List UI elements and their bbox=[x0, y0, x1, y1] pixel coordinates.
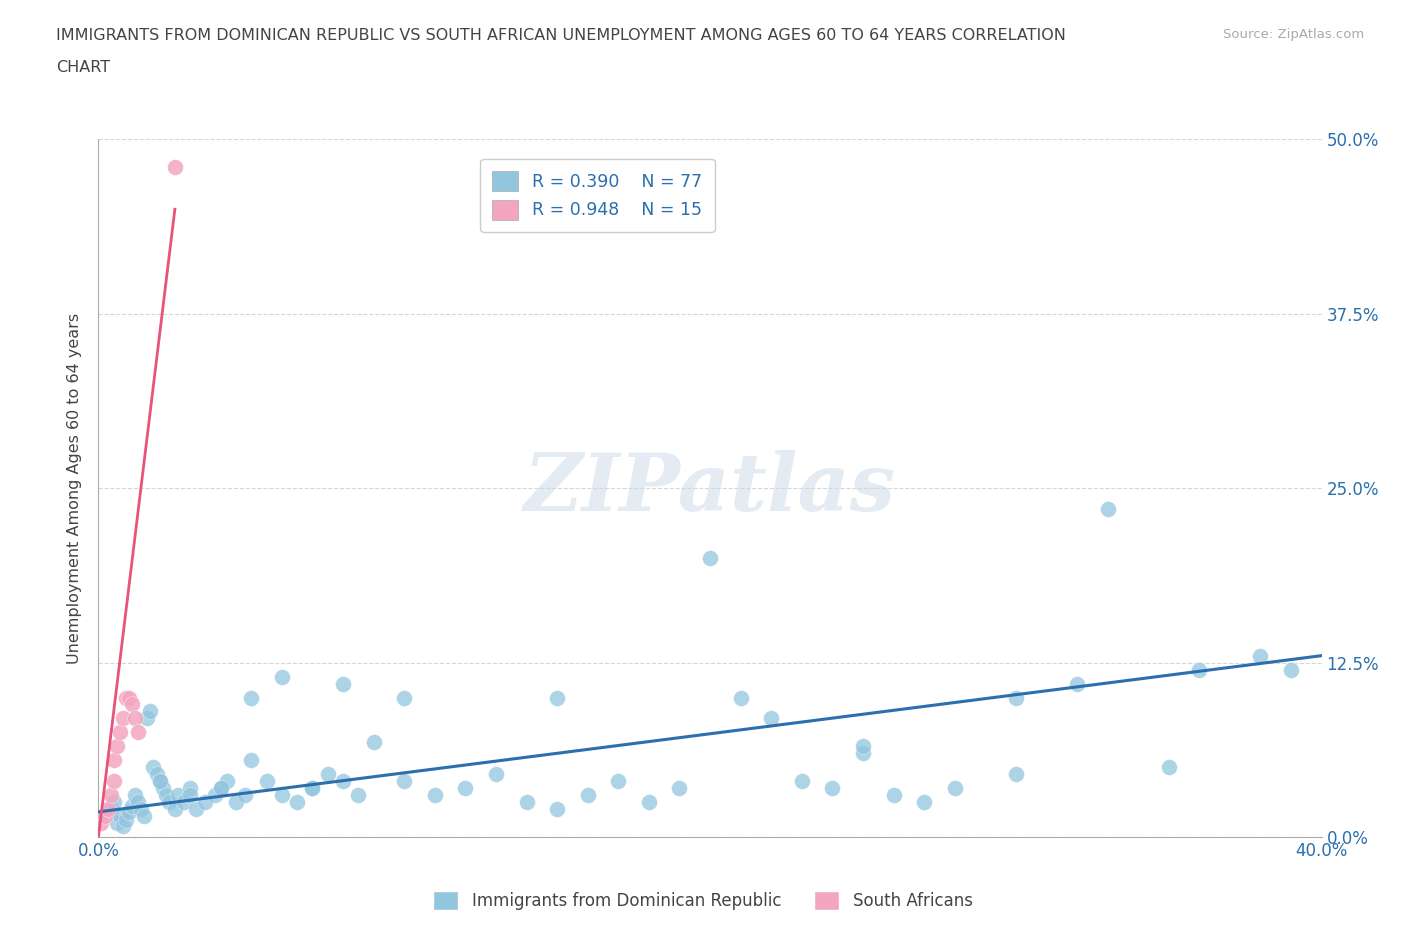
Point bbox=[1004, 690, 1026, 705]
Point bbox=[516, 794, 538, 809]
Point bbox=[852, 746, 875, 761]
Point bbox=[163, 802, 186, 817]
Point bbox=[111, 818, 134, 833]
Point bbox=[821, 781, 844, 796]
Point bbox=[179, 781, 201, 796]
Point bbox=[1279, 662, 1302, 677]
Point bbox=[167, 788, 190, 803]
Point bbox=[194, 794, 217, 809]
Point bbox=[90, 816, 112, 830]
Point bbox=[157, 794, 180, 809]
Point bbox=[127, 794, 149, 809]
Point bbox=[285, 794, 308, 809]
Point bbox=[347, 788, 370, 803]
Point bbox=[316, 766, 339, 781]
Point bbox=[103, 753, 125, 768]
Point bbox=[105, 738, 128, 753]
Point bbox=[163, 160, 186, 175]
Point bbox=[179, 788, 201, 803]
Point bbox=[142, 760, 165, 775]
Point bbox=[423, 788, 446, 803]
Point bbox=[363, 735, 385, 750]
Point bbox=[155, 788, 177, 803]
Point bbox=[699, 551, 721, 565]
Point bbox=[546, 690, 568, 705]
Point bbox=[100, 802, 122, 817]
Point bbox=[607, 774, 630, 789]
Point bbox=[576, 788, 599, 803]
Point bbox=[204, 788, 226, 803]
Point bbox=[108, 809, 131, 824]
Point bbox=[912, 794, 935, 809]
Point bbox=[1066, 676, 1088, 691]
Point bbox=[136, 711, 159, 725]
Point bbox=[215, 774, 238, 789]
Point bbox=[186, 802, 208, 817]
Point bbox=[1004, 766, 1026, 781]
Point bbox=[111, 711, 134, 725]
Point bbox=[152, 781, 174, 796]
Point bbox=[115, 813, 138, 828]
Point bbox=[103, 774, 125, 789]
Point bbox=[301, 781, 323, 796]
Point bbox=[105, 816, 128, 830]
Point bbox=[173, 794, 195, 809]
Point bbox=[301, 781, 323, 796]
Point bbox=[392, 774, 416, 789]
Point bbox=[240, 753, 263, 768]
Point bbox=[270, 670, 292, 684]
Point bbox=[454, 781, 477, 796]
Point bbox=[637, 794, 661, 809]
Point bbox=[100, 788, 122, 803]
Point bbox=[668, 781, 690, 796]
Point bbox=[209, 781, 232, 796]
Point bbox=[108, 725, 131, 740]
Point bbox=[134, 809, 156, 824]
Point bbox=[121, 799, 143, 814]
Point bbox=[730, 690, 752, 705]
Text: ZIPatlas: ZIPatlas bbox=[524, 449, 896, 527]
Point bbox=[129, 802, 152, 817]
Point bbox=[209, 781, 232, 796]
Point bbox=[124, 711, 146, 725]
Point bbox=[1097, 502, 1119, 517]
Point bbox=[240, 690, 263, 705]
Point bbox=[121, 698, 143, 712]
Point bbox=[127, 725, 149, 740]
Point bbox=[546, 802, 568, 817]
Point bbox=[270, 788, 292, 803]
Y-axis label: Unemployment Among Ages 60 to 64 years: Unemployment Among Ages 60 to 64 years bbox=[67, 312, 83, 664]
Point bbox=[852, 738, 875, 753]
Point bbox=[145, 766, 167, 781]
Point bbox=[332, 774, 354, 789]
Point bbox=[392, 690, 416, 705]
Point bbox=[103, 794, 125, 809]
Point bbox=[149, 774, 172, 789]
Point bbox=[118, 690, 141, 705]
Point bbox=[97, 802, 120, 817]
Text: CHART: CHART bbox=[56, 60, 110, 75]
Point bbox=[118, 804, 141, 819]
Point bbox=[233, 788, 256, 803]
Point bbox=[256, 774, 278, 789]
Point bbox=[1188, 662, 1211, 677]
Point bbox=[1157, 760, 1180, 775]
Point bbox=[225, 794, 247, 809]
Point bbox=[332, 676, 354, 691]
Legend: Immigrants from Dominican Republic, South Africans: Immigrants from Dominican Republic, Sout… bbox=[426, 884, 980, 917]
Point bbox=[93, 809, 115, 824]
Point bbox=[943, 781, 966, 796]
Point bbox=[124, 788, 146, 803]
Point bbox=[139, 704, 162, 719]
Point bbox=[759, 711, 782, 725]
Text: Source: ZipAtlas.com: Source: ZipAtlas.com bbox=[1223, 28, 1364, 41]
Point bbox=[485, 766, 508, 781]
Point bbox=[883, 788, 905, 803]
Point bbox=[790, 774, 813, 789]
Text: IMMIGRANTS FROM DOMINICAN REPUBLIC VS SOUTH AFRICAN UNEMPLOYMENT AMONG AGES 60 T: IMMIGRANTS FROM DOMINICAN REPUBLIC VS SO… bbox=[56, 28, 1066, 43]
Point bbox=[149, 774, 172, 789]
Legend: R = 0.390    N = 77, R = 0.948    N = 15: R = 0.390 N = 77, R = 0.948 N = 15 bbox=[481, 159, 714, 232]
Point bbox=[1249, 648, 1271, 663]
Point bbox=[115, 690, 138, 705]
